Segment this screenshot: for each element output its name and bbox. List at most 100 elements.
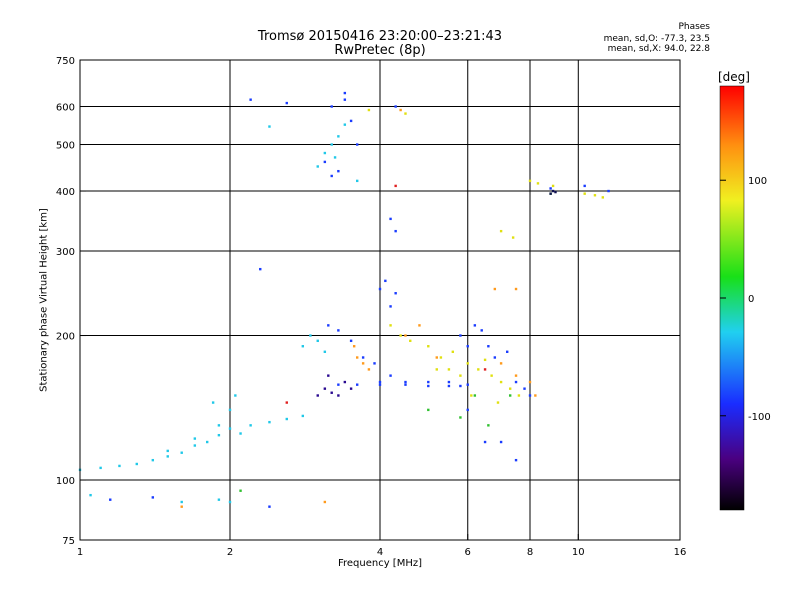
data-point xyxy=(330,105,333,108)
data-point xyxy=(89,493,92,497)
data-point xyxy=(536,182,540,185)
data-point xyxy=(394,229,397,233)
data-point xyxy=(427,384,430,388)
data-point xyxy=(399,108,402,112)
data-point xyxy=(337,383,340,386)
data-point xyxy=(361,356,365,359)
data-point xyxy=(389,305,392,308)
data-point xyxy=(427,408,430,412)
x-tick-label: 6 xyxy=(465,547,471,558)
data-point xyxy=(323,387,327,390)
data-point xyxy=(355,383,359,386)
data-point xyxy=(118,464,121,468)
x-tick-label: 10 xyxy=(572,547,585,558)
data-point xyxy=(459,374,462,377)
data-point xyxy=(135,462,138,466)
data-point xyxy=(352,345,356,348)
data-point xyxy=(493,287,497,291)
x-tick-label: 8 xyxy=(527,547,533,558)
y-axis-label: Stationary phase Virtual Height [km] xyxy=(38,208,50,392)
data-point xyxy=(337,135,340,138)
y-tick-label: 750 xyxy=(56,56,75,67)
x-axis-label: Frequency [MHz] xyxy=(337,558,423,569)
y-tick-label: 100 xyxy=(56,476,75,487)
colorbar-tick-label: 0 xyxy=(748,294,754,305)
data-point xyxy=(378,287,382,291)
x-tick-label: 2 xyxy=(227,547,233,558)
data-point xyxy=(323,500,327,504)
data-point xyxy=(327,374,330,377)
x-tick-label: 1 xyxy=(77,547,83,558)
data-point xyxy=(514,374,518,377)
data-point xyxy=(551,189,555,193)
data-point xyxy=(583,184,586,188)
data-point xyxy=(404,334,407,337)
data-point xyxy=(483,358,487,362)
data-point xyxy=(217,498,221,501)
data-point xyxy=(404,380,407,384)
y-tick-label: 500 xyxy=(56,141,75,152)
data-point xyxy=(268,420,271,424)
y-tick-label: 400 xyxy=(56,187,75,198)
data-point xyxy=(435,368,438,371)
data-point xyxy=(499,380,503,384)
data-point xyxy=(316,165,319,168)
data-point xyxy=(228,408,232,412)
data-point xyxy=(343,380,347,384)
data-point xyxy=(499,440,503,444)
data-point xyxy=(607,189,610,193)
data-point xyxy=(367,368,371,371)
data-point xyxy=(499,229,503,233)
data-point xyxy=(447,384,451,388)
colorbar-label: [deg] xyxy=(718,70,750,84)
data-point xyxy=(337,329,340,332)
data-point xyxy=(435,356,438,359)
data-point xyxy=(355,356,359,359)
data-point xyxy=(180,500,183,504)
data-point xyxy=(549,192,552,195)
data-point xyxy=(394,105,397,108)
data-point xyxy=(239,432,242,435)
data-point xyxy=(249,424,252,427)
data-point xyxy=(193,437,197,440)
data-point xyxy=(330,391,333,394)
data-point xyxy=(394,184,397,188)
data-point xyxy=(528,394,532,397)
data-point xyxy=(316,394,319,397)
data-point xyxy=(473,324,477,327)
data-point xyxy=(109,498,112,501)
data-point xyxy=(355,143,359,146)
data-point xyxy=(239,489,242,492)
data-point xyxy=(389,217,392,221)
data-point xyxy=(549,187,552,190)
data-point xyxy=(367,108,371,112)
x-tick-label: 4 xyxy=(377,547,383,558)
data-point xyxy=(228,500,232,504)
data-point xyxy=(466,408,469,412)
data-point xyxy=(487,345,490,348)
data-point xyxy=(234,394,237,397)
data-point xyxy=(323,350,327,353)
data-point xyxy=(343,91,347,95)
data-point xyxy=(378,380,382,384)
data-point xyxy=(514,380,518,384)
data-point xyxy=(373,362,376,365)
data-point xyxy=(301,414,305,418)
phase-stats-x: mean, sd,X: 94.0, 22.8 xyxy=(607,44,710,54)
data-point xyxy=(217,424,221,427)
data-point xyxy=(316,339,319,343)
data-point xyxy=(534,394,537,397)
data-point xyxy=(330,143,333,146)
data-point xyxy=(528,179,532,183)
data-point xyxy=(378,383,382,386)
data-point xyxy=(193,444,197,447)
data-point xyxy=(473,394,477,397)
chart-title: Tromsø 20150416 23:20:00–23:21:43 xyxy=(257,29,503,44)
data-point xyxy=(323,160,327,164)
data-point xyxy=(180,451,183,454)
data-point xyxy=(166,449,169,453)
data-point xyxy=(466,383,469,386)
data-point xyxy=(523,387,526,390)
data-point xyxy=(404,112,407,115)
